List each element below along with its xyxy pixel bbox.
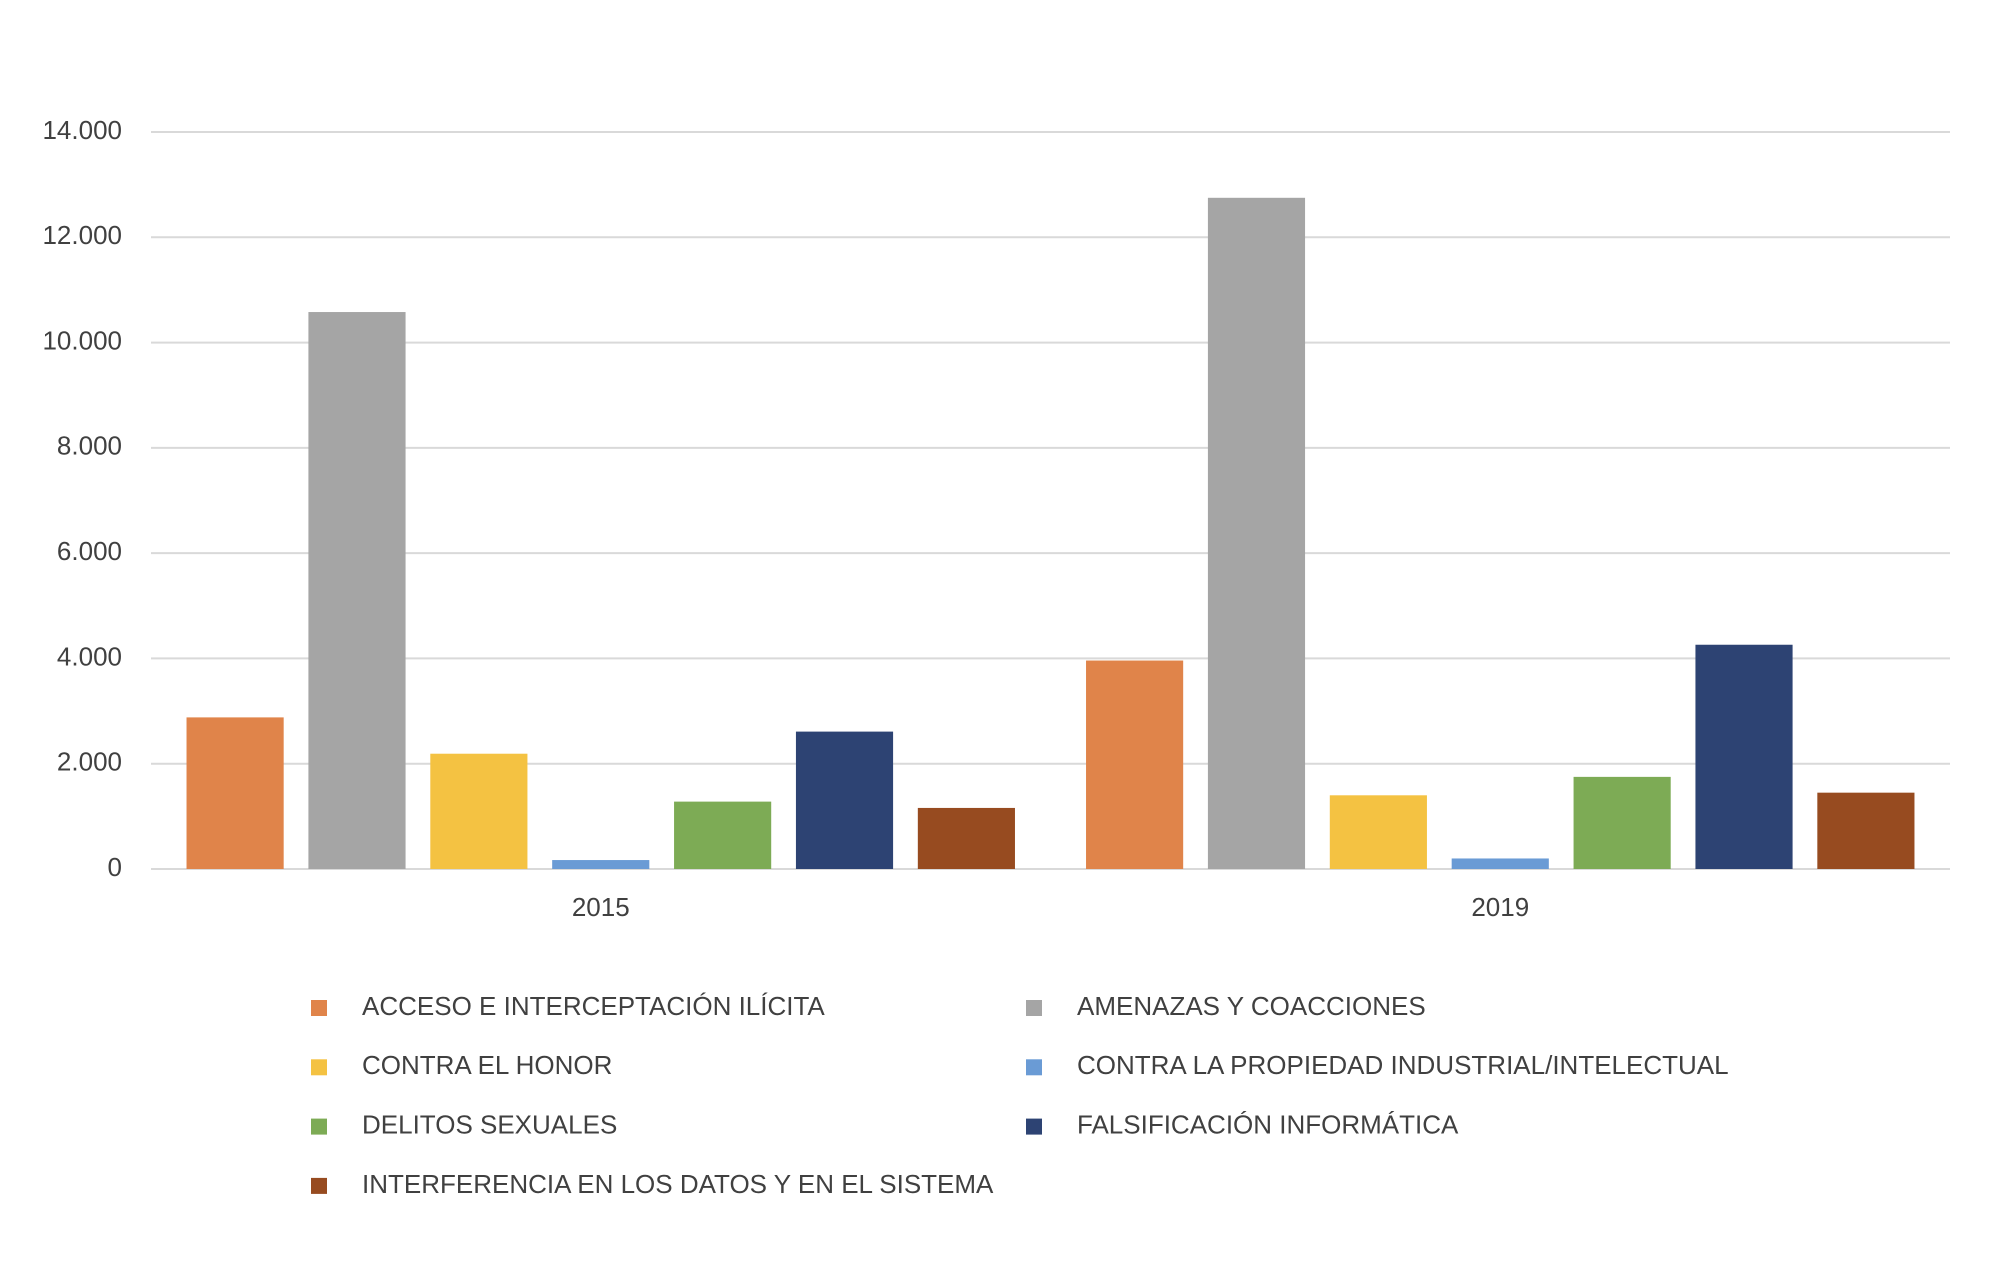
bar <box>308 312 406 869</box>
legend-label: CONTRA LA PROPIEDAD INDUSTRIAL/INTELECTU… <box>1077 1050 1729 1080</box>
bar <box>1451 858 1549 869</box>
y-tick-label: 14.000 <box>42 115 122 145</box>
legend-label: DELITOS SEXUALES <box>362 1109 617 1139</box>
bar <box>674 801 772 869</box>
y-tick-label: 6.000 <box>57 536 122 566</box>
bar <box>1086 660 1184 869</box>
legend-swatch <box>311 1118 327 1135</box>
bar <box>795 731 894 869</box>
x-tick-label: 2019 <box>1471 892 1529 922</box>
bar <box>1207 197 1306 869</box>
bar <box>1817 792 1915 869</box>
bar <box>1695 644 1793 869</box>
bar <box>552 860 650 869</box>
y-tick-label: 8.000 <box>57 431 122 461</box>
bar <box>430 753 528 869</box>
legend-swatch <box>311 1000 327 1016</box>
legend-swatch <box>311 1059 327 1076</box>
legend-label: CONTRA EL HONOR <box>362 1050 612 1080</box>
y-tick-label: 0 <box>108 852 122 882</box>
x-tick-label: 2015 <box>572 892 630 922</box>
y-tick-label: 12.000 <box>42 220 122 250</box>
legend-swatch <box>311 1177 327 1194</box>
y-tick-label: 10.000 <box>42 325 122 355</box>
legend-swatch <box>1026 1059 1042 1076</box>
bar <box>186 717 284 869</box>
bar <box>1329 795 1427 869</box>
legend-swatch <box>1026 1118 1042 1135</box>
y-tick-label: 2.000 <box>57 747 122 777</box>
legend-label: ACCESO E INTERCEPTACIÓN ILÍCITA <box>362 991 825 1021</box>
legend-swatch <box>1026 1000 1042 1016</box>
legend-label: INTERFERENCIA EN LOS DATOS Y EN EL SISTE… <box>362 1169 994 1199</box>
legend-label: AMENAZAS Y COACCIONES <box>1077 991 1426 1021</box>
bar <box>1573 776 1671 869</box>
bar <box>917 807 1015 869</box>
legend-label: FALSIFICACIÓN INFORMÁTICA <box>1077 1109 1459 1139</box>
y-tick-label: 4.000 <box>57 641 122 671</box>
